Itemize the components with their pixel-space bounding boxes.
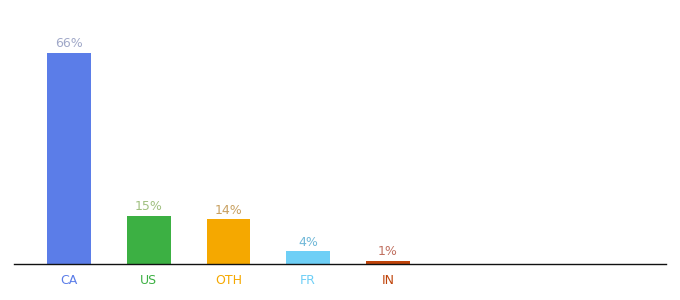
Bar bbox=[286, 251, 330, 264]
Text: 15%: 15% bbox=[135, 200, 163, 213]
Text: 4%: 4% bbox=[299, 236, 318, 249]
Bar bbox=[127, 216, 171, 264]
Text: 1%: 1% bbox=[378, 245, 398, 258]
Bar bbox=[366, 261, 409, 264]
Text: 14%: 14% bbox=[215, 204, 243, 217]
Bar bbox=[207, 219, 250, 264]
Text: 66%: 66% bbox=[56, 37, 83, 50]
Bar bbox=[48, 53, 91, 264]
